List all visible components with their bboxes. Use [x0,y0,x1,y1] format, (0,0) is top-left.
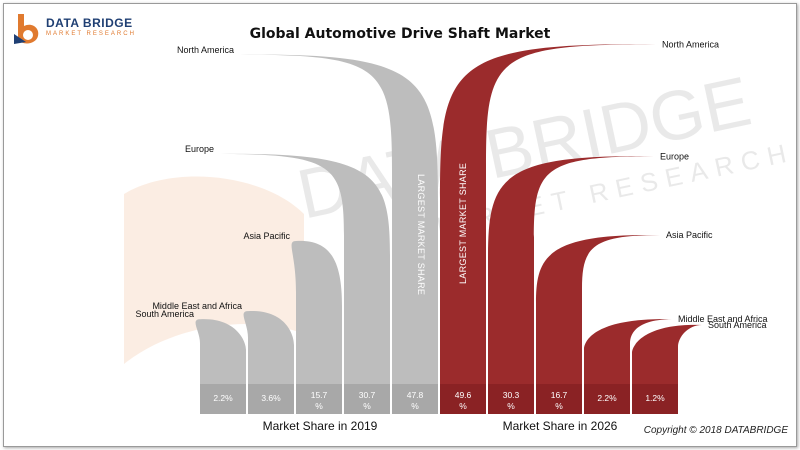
series-label-2019: Market Share in 2019 [263,419,378,433]
bar-2019-base-4 [392,384,438,414]
bar-2019-base-3 [344,384,390,414]
chart-title: Global Automotive Drive Shaft Market [249,26,551,42]
bar-2026-base-4 [632,384,678,414]
bar-2026-base-1 [488,384,534,414]
region-label-2019-4: North America [177,45,234,55]
bar-2019-0 [195,319,246,384]
region-label-2019-0: South America [135,309,194,319]
bar-2026-0 [440,44,656,385]
annotation-2019: LARGEST MARKET SHARE [416,174,426,295]
bar-2019-value-1: 3.6% [261,393,281,403]
region-label-2026-0: North America [662,39,719,49]
bar-2026-base-0 [440,384,486,414]
brand-logo: DATA BRIDGE MARKET RESEARCH [12,12,134,46]
bar-2026-value-4: 1.2% [645,393,665,403]
region-label-2026-4: South America [708,320,767,330]
bar-2026-value-1: 30.3% [503,390,520,411]
bar-2019-value-4: 47.8% [407,390,424,411]
bar-2026-1 [488,156,654,384]
bar-2026-value-2: 16.7% [551,390,568,411]
bar-2019-2 [291,240,342,384]
bar-2026-value-0: 49.6% [455,390,472,411]
bar-2026-3 [584,319,672,384]
region-label-2026-1: Europe [660,151,689,161]
bar-2019-3 [220,153,390,384]
bar-2019-base-1 [248,384,294,414]
region-label-2019-1: Middle East and Africa [152,301,242,311]
bar-2019-1 [243,311,294,384]
brand-tagline: MARKET RESEARCH [46,31,136,37]
chart-canvas: DATA BRIDGE MARKET RESEARCH South Americ… [124,39,796,433]
bar-2019-value-0: 2.2% [213,393,233,403]
annotation-2026: LARGEST MARKET SHARE [458,163,468,284]
bar-2026-base-2 [536,384,582,414]
region-label-2026-2: Asia Pacific [666,230,713,240]
copyright-text: Copyright © 2018 DATABRIDGE [643,425,788,436]
region-label-2019-2: Asia Pacific [243,231,290,241]
bar-2019-base-0 [200,384,246,414]
brand-logo-icon [14,14,39,44]
chart-frame: DATA BRIDGE MARKET RESEARCH Global Autom… [3,3,797,447]
bar-2019-base-2 [296,384,342,414]
bar-2026-2 [536,235,660,384]
bar-2019-value-3: 30.7% [359,390,376,411]
region-label-2019-3: Europe [185,144,214,154]
bar-2019-value-2: 15.7% [311,390,328,411]
series-label-2026: Market Share in 2026 [503,419,618,433]
bar-2026-base-3 [584,384,630,414]
bar-2026-value-3: 2.2% [597,393,617,403]
brand-name: DATA BRIDGE [46,16,133,30]
region-label-2026-3: Middle East and Africa [678,314,768,324]
bar-2026-4 [632,324,702,384]
bar-2019-4 [240,54,438,384]
